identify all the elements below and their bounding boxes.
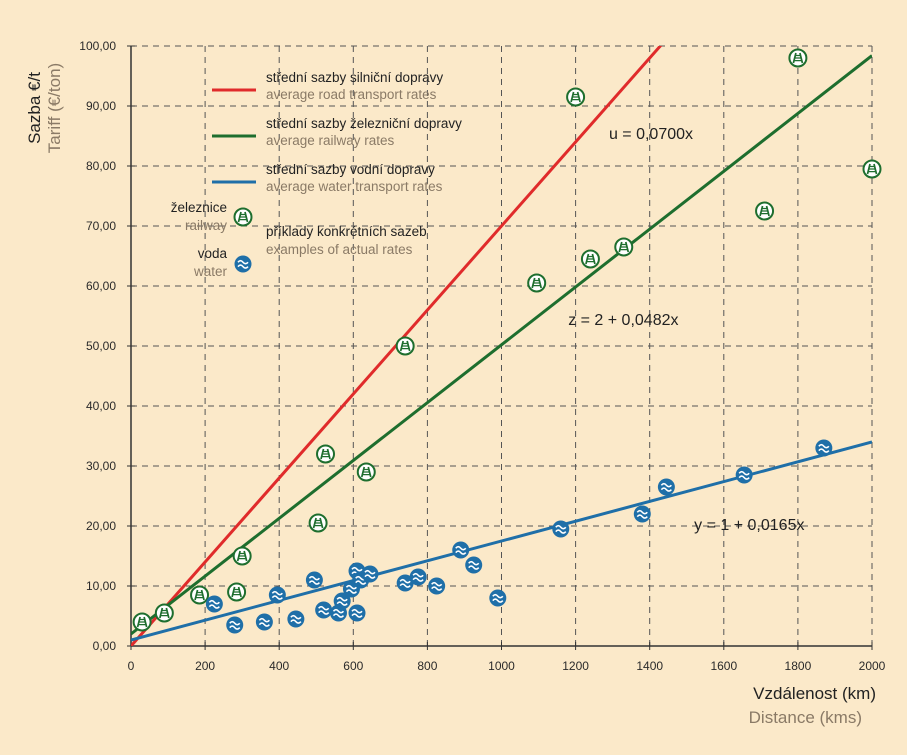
y-tick-label: 100,00	[79, 39, 116, 53]
y-tick-label: 40,00	[86, 399, 116, 413]
x-tick-label: 400	[269, 659, 289, 673]
water-point	[348, 604, 366, 622]
x-tick-labels: 0 200 400 600 800 1000 1200 1400 1600 1800 2000	[128, 642, 886, 673]
railway-point	[190, 585, 210, 605]
water-point	[396, 574, 414, 592]
marker-legend-label: railway	[185, 218, 227, 233]
equation-labels: u = 0,0700x z = 2 + 0,0482x y = 1 + 0,0165…	[568, 126, 804, 534]
water-point	[333, 592, 351, 610]
x-tick-label: 1600	[710, 659, 737, 673]
road-line	[131, 46, 663, 646]
water-point	[552, 520, 570, 538]
railway-point	[614, 237, 634, 257]
railway-point	[862, 159, 882, 179]
water-points	[205, 439, 833, 634]
marker-legend-label: voda	[198, 246, 228, 261]
y-tick-label: 50,00	[86, 339, 116, 353]
y-tick-label: 90,00	[86, 99, 116, 113]
legend-label-cs: střední sazby železniční dopravy	[266, 116, 462, 131]
x-tick-label: 800	[417, 659, 437, 673]
y-tick-labels: 0,00 10,00 20,00 30,00 40,00 50,00 60,00 70,00 8…	[79, 39, 135, 653]
equation-label: y = 1 + 0,0165x	[694, 517, 804, 534]
railway-point	[356, 462, 376, 482]
legend-label-en: average road transport rates	[266, 87, 437, 102]
water-point	[735, 466, 753, 484]
railway-point	[580, 249, 600, 269]
x-tick-label: 600	[343, 659, 363, 673]
water-point	[305, 571, 323, 589]
water-point	[255, 613, 273, 631]
legend-label-cs: střední sazby vodní dopravy	[266, 162, 435, 177]
marker-legend-label: water	[193, 264, 228, 279]
legend-label-en: average railway rates	[266, 133, 395, 148]
y-tick-label: 0,00	[93, 639, 117, 653]
railway-point	[308, 513, 328, 533]
water-point	[409, 568, 427, 586]
x-tick-label: 1400	[636, 659, 663, 673]
y-tick-label: 30,00	[86, 459, 116, 473]
railway-points	[132, 48, 882, 632]
railway-line	[131, 54, 872, 636]
legend-water-icon	[234, 255, 252, 273]
railway-point	[154, 603, 174, 623]
y-tick-label: 20,00	[86, 519, 116, 533]
y-tick-label: 70,00	[86, 219, 116, 233]
x-tick-label: 1000	[488, 659, 515, 673]
x-tick-label: 1200	[562, 659, 589, 673]
legend-railway-icon	[233, 207, 253, 227]
railway-point	[316, 444, 336, 464]
grid	[131, 45, 873, 646]
y-axis-title: Sazba €/t Tariff (€/ton)	[25, 63, 64, 153]
water-point	[205, 595, 223, 613]
equation-label: z = 2 + 0,0482x	[568, 312, 678, 329]
y-tick-label: 80,00	[86, 159, 116, 173]
y-tick-label: 60,00	[86, 279, 116, 293]
x-tick-label: 200	[195, 659, 215, 673]
railway-point	[755, 201, 775, 221]
water-point	[428, 577, 446, 595]
water-point	[452, 541, 470, 559]
railway-point	[227, 582, 247, 602]
railway-point	[527, 273, 547, 293]
railway-point	[788, 48, 808, 68]
y-tick-label: 10,00	[86, 579, 116, 593]
railway-point	[232, 546, 252, 566]
water-point	[465, 556, 483, 574]
water-point	[226, 616, 244, 634]
railway-point	[132, 612, 152, 632]
water-point	[361, 565, 379, 583]
railway-point	[566, 87, 586, 107]
water-point	[633, 505, 651, 523]
legend: střední sazby silniční dopravy average ro…	[171, 70, 462, 279]
legend-label-cs: střední sazby silniční dopravy	[266, 70, 443, 85]
y-axis-title-cs: Sazba €/t	[25, 72, 44, 144]
water-point	[268, 586, 286, 604]
x-axis-title-cs: Vzdálenost (km)	[753, 684, 876, 703]
examples-label-cs: příklady konkrétních sazeb	[266, 224, 427, 239]
marker-legend-label: železnice	[171, 200, 227, 215]
x-tick-label: 0	[128, 659, 135, 673]
legend-label-en: average water transport rates	[266, 179, 443, 194]
railway-point	[395, 336, 415, 356]
water-point	[815, 439, 833, 457]
x-tick-label: 2000	[859, 659, 886, 673]
examples-label-en: examples of actual rates	[266, 242, 413, 257]
y-axis-title-en: Tariff (€/ton)	[45, 63, 64, 153]
x-axis-title-en: Distance (kms)	[749, 708, 862, 727]
water-point	[657, 478, 675, 496]
x-axis-title: Vzdálenost (km) Distance (kms)	[749, 684, 876, 727]
x-tick-label: 1800	[785, 659, 812, 673]
water-point	[287, 610, 305, 628]
water-point	[315, 601, 333, 619]
equation-label: u = 0,0700x	[609, 126, 693, 143]
water-point	[489, 589, 507, 607]
